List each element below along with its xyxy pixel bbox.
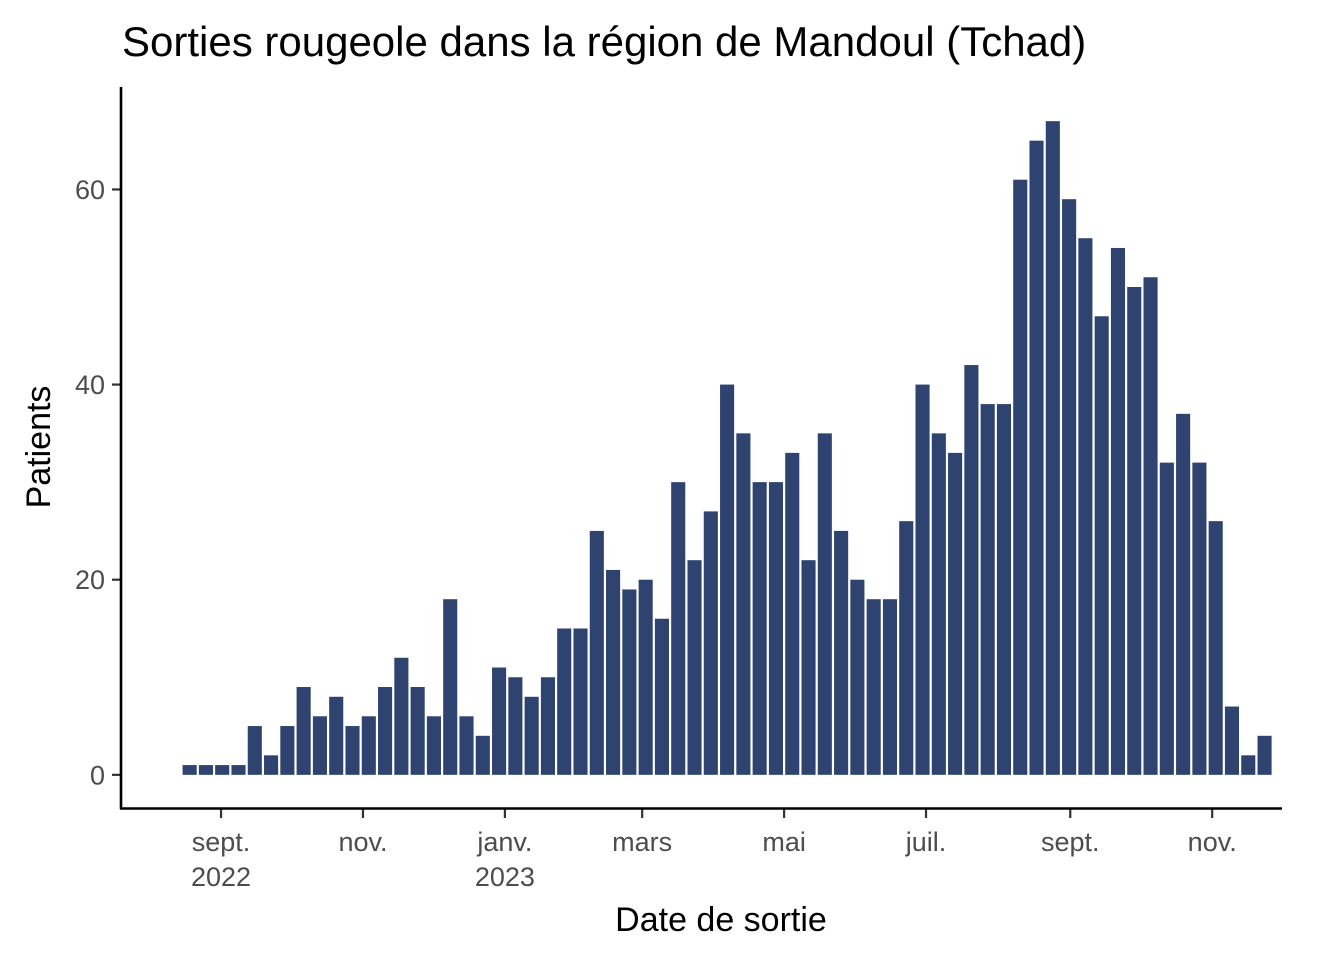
bar [329, 696, 344, 775]
bar [280, 726, 295, 775]
bar [296, 687, 311, 775]
bar [1208, 521, 1223, 775]
bar [231, 765, 246, 775]
bar [215, 765, 230, 775]
bar [801, 560, 816, 775]
bar [557, 628, 572, 775]
bar [1029, 140, 1044, 775]
bar [752, 482, 767, 775]
y-axis: 0 20 40 60 [75, 175, 121, 790]
bar [606, 569, 621, 775]
bar [1224, 706, 1240, 775]
bar [850, 579, 865, 775]
bar [198, 765, 213, 775]
bar [589, 530, 604, 775]
bars [182, 121, 1272, 775]
bar [768, 482, 783, 775]
bar [687, 560, 702, 775]
x-tick-label: nov. [338, 827, 387, 857]
bar [1062, 199, 1077, 775]
x-axis-title: Date de sortie [615, 901, 827, 939]
bar [1078, 238, 1093, 775]
bar [622, 589, 637, 775]
bar [378, 687, 393, 775]
x-axis: sept. 2022 nov. janv. 2023 mars mai juil. sept. n… [191, 808, 1237, 892]
bar [1257, 735, 1272, 775]
bar [573, 628, 588, 775]
bar [1143, 277, 1158, 775]
bar [540, 677, 555, 775]
bar [817, 433, 832, 775]
bar [247, 726, 262, 775]
x-tick-year-label: 2022 [191, 862, 251, 892]
bar [475, 735, 490, 775]
y-tick-label: 60 [75, 175, 105, 205]
bar [443, 599, 458, 775]
bar [1045, 121, 1060, 775]
x-tick-label: nov. [1188, 827, 1237, 857]
bar [915, 384, 930, 775]
x-tick-label: juil. [905, 827, 947, 857]
bar [980, 404, 995, 775]
bar [882, 599, 898, 775]
x-tick-label: mars [612, 827, 672, 857]
x-tick-label: mai [762, 827, 806, 857]
bar [264, 755, 279, 775]
bar [394, 657, 409, 775]
bar [964, 365, 979, 775]
y-tick-label: 20 [75, 565, 105, 595]
bar [1241, 755, 1256, 775]
bar [899, 521, 914, 775]
bar [834, 530, 849, 775]
x-tick-label: sept. [192, 827, 251, 857]
bar [312, 716, 327, 775]
x-tick-year-label: 2023 [475, 862, 535, 892]
bar [654, 618, 669, 775]
bar [1013, 179, 1028, 775]
bar [1127, 287, 1142, 775]
y-tick-label: 40 [75, 370, 105, 400]
bar [426, 716, 441, 775]
bar [410, 687, 425, 775]
bar [785, 452, 800, 775]
chart-title: Sorties rougeole dans la région de Mando… [122, 18, 1086, 65]
bar [638, 579, 653, 775]
x-tick-label: sept. [1041, 827, 1100, 857]
bar [671, 482, 686, 775]
y-axis-title: Patients [20, 386, 58, 509]
bar [866, 599, 881, 775]
bar [361, 716, 376, 775]
bar [948, 452, 963, 775]
bar [1176, 413, 1191, 775]
bar [508, 677, 523, 775]
bar [1192, 462, 1207, 775]
bar [703, 511, 718, 775]
bar [1159, 462, 1174, 775]
bar [492, 667, 507, 775]
bar [1094, 316, 1109, 775]
bar [736, 433, 751, 775]
bar [524, 696, 539, 775]
y-tick-label: 0 [90, 760, 105, 790]
bar [996, 404, 1012, 775]
bar [459, 716, 474, 775]
bar [345, 726, 360, 775]
x-tick-label: janv. [476, 827, 532, 857]
bar [931, 433, 946, 775]
bar [182, 765, 197, 775]
bar [720, 384, 735, 775]
bar [1110, 247, 1126, 775]
